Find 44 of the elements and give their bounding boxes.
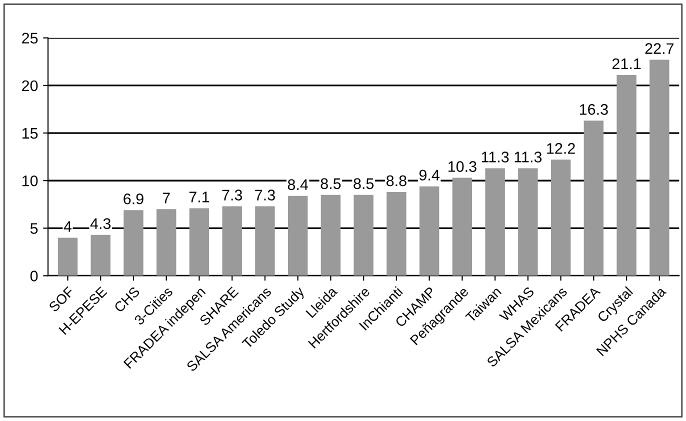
data-label: 16.3 [580, 104, 608, 115]
data-label: 8.5 [354, 178, 374, 190]
bar [650, 60, 670, 276]
bar [90, 234, 110, 276]
bar [222, 206, 242, 276]
data-label: 9.4 [419, 170, 440, 181]
bar [124, 210, 144, 276]
bar [156, 209, 176, 276]
bar [616, 74, 636, 276]
y-tick-label: 20 [22, 80, 38, 92]
data-label: 6.9 [124, 193, 144, 204]
data-label: 8.8 [386, 175, 406, 186]
bar [584, 120, 604, 276]
data-label: 22.7 [645, 43, 674, 54]
bar [452, 178, 472, 276]
data-label: 12.2 [547, 143, 575, 154]
y-tick-label: 0 [30, 270, 38, 282]
bar [58, 238, 78, 276]
data-label: 7 [162, 192, 170, 204]
y-tick-label: 15 [22, 128, 38, 139]
data-label: 10.3 [448, 161, 476, 172]
data-label: 21.1 [612, 58, 641, 70]
bar [386, 192, 406, 276]
y-tick-label: 10 [22, 175, 38, 186]
y-tick-label: 25 [22, 32, 38, 44]
bar [189, 208, 210, 276]
data-label: 7.3 [222, 190, 242, 200]
data-label: 8.4 [288, 179, 308, 190]
bar [255, 206, 275, 276]
bar [320, 194, 341, 276]
bar [419, 186, 440, 276]
data-label: 7.3 [255, 190, 275, 200]
bar [485, 168, 505, 276]
bar [288, 196, 308, 276]
data-label: 4 [64, 221, 72, 232]
data-label: 8.5 [320, 178, 341, 190]
data-label: 4.3 [90, 218, 111, 230]
data-label: 11.3 [482, 152, 509, 162]
bar [518, 168, 538, 276]
bar [550, 160, 571, 276]
data-label: 11.3 [514, 152, 542, 162]
bar [354, 194, 374, 276]
data-label: 7.1 [189, 192, 210, 202]
y-tick-label: 5 [30, 223, 38, 234]
